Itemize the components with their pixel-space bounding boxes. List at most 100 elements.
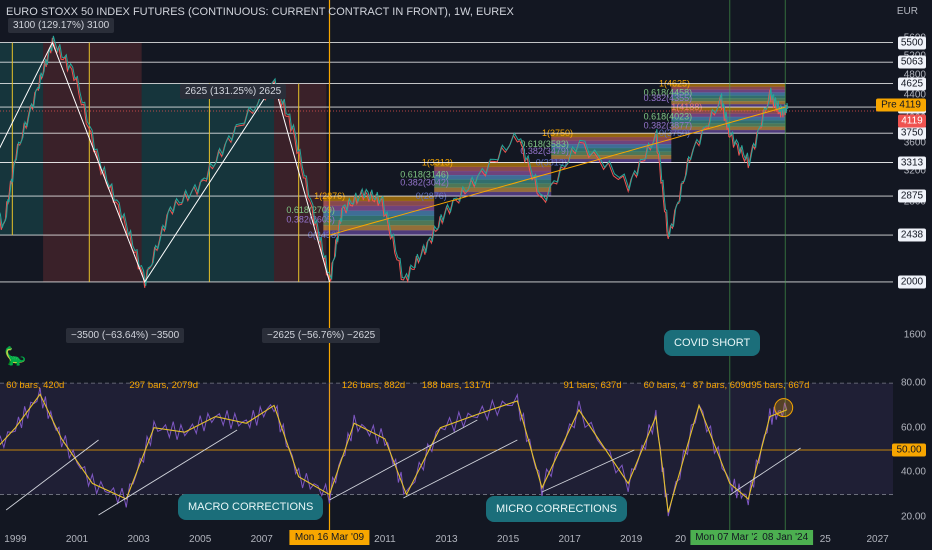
price-level-tag: 2875 [898,189,926,203]
trend-line [329,106,786,236]
time-axis-label: 25 [819,534,831,545]
price-axis-label: 4400 [903,89,926,101]
price-axis-label: 3200 [903,165,926,177]
fib-band-0-3 [323,210,435,216]
measure-label-2: 2625 (131.25%) 2625 [180,84,287,99]
price-level-tag: 5063 [898,55,926,69]
fib-label: 0.382(4355) [644,93,693,103]
osc-axis-label: 40.00 [900,466,926,478]
fib-label: 0.618(4458) [644,87,693,97]
osc-support-line-5 [729,447,801,496]
price-axis-label: 4800 [903,69,926,81]
fib-label: 0.382(3479) [520,146,569,156]
osc-support-line-2 [329,419,478,501]
fib-label: 0.618(4023) [644,112,693,122]
time-axis-label: 2005 [189,534,212,545]
fib-band-0-4 [323,215,435,221]
fib-band-4-5 [671,98,786,102]
fib-label: 0.618(3583) [520,139,569,149]
price-level-tag: 2438 [898,228,926,242]
time-axis-label: 2019 [620,534,643,545]
chart-title: EURO STOXX 50 INDEX FUTURES (CONTINUOUS:… [6,6,514,18]
time-axis-label: 2007 [250,534,273,545]
price-level-tag: 2000 [898,275,926,289]
fib-band-2-0 [551,133,672,138]
fib-band-4-3 [671,92,786,96]
fib-band-1-3 [434,175,552,180]
fib-band-1-6 [434,187,552,193]
fib-band-2-5 [551,151,672,156]
fib-band-3-3 [671,116,786,121]
time-axis-label: 2027 [866,534,889,545]
measure-label-3: −3500 (−63.64%) −3500 [66,328,185,343]
price-series-green [0,35,789,286]
osc-axis-label: 20.00 [900,511,926,523]
bar-count-label: 126 bars, 882d [342,380,405,391]
fib-band-4-4 [671,95,786,99]
last-price-tag: 4119 [898,114,926,128]
fib-band-1-2 [434,170,552,176]
oscillator-line [0,387,788,517]
fib-band-0-6 [323,225,435,231]
bar-count-label: 87 bars, 609d [693,380,751,391]
fib-band-2-3 [551,144,672,149]
fib-band-0-7 [323,230,435,236]
osc-highlight-circle [774,398,794,418]
micro-corrections-callout: MICRO CORRECTIONS [486,496,627,522]
fib-band-1-7 [434,191,552,197]
fib-band-1-5 [434,183,552,188]
covid-short-callout: COVID SHORT [664,330,761,356]
time-marker-tag: Mon 07 Mar '22 [690,530,770,545]
fib-band-3-2 [671,113,786,118]
fib-band-4-7 [671,104,786,108]
bar-count-label: 297 bars, 2079d [129,380,198,391]
osc-axis-label: 60.00 [900,422,926,434]
fib-band-4-1 [671,86,786,90]
fib-band-1-1 [434,166,552,172]
tradingview-logo-icon: 🦕 [4,346,27,366]
oscillator-signal-line [0,393,787,513]
osc-midline-tag: 50.00 [892,443,926,457]
fib-band-0-2 [323,205,435,211]
fib-label: 0.382(3877) [644,120,693,130]
osc-support-line-0 [5,439,99,511]
fib-label: 0.382(2605) [286,214,335,224]
macro-corrections-callout: MACRO CORRECTIONS [178,494,324,520]
osc-axis-label: 80.00 [900,377,926,389]
bar-count-label: 60 bars, 4 [644,380,686,391]
time-axis-label: 20 [674,534,687,545]
bar-count-label: 188 bars, 1317d [422,380,491,391]
fib-band-4-6 [671,101,786,105]
fib-label: 0.382(3042) [400,178,449,188]
price-level-tag: 4625 [898,77,926,91]
measure-label-1: 3100 (129.17%) 3100 [8,18,115,33]
fib-band-1-0 [434,162,552,167]
osc-support-line-1 [98,429,238,516]
price-level-tag: 5500 [898,36,926,50]
fib-label: 0.618(2709) [286,205,335,215]
time-axis-label: 1999 [4,534,27,545]
price-axis-label: 1600 [903,329,926,341]
fib-band-4-0 [671,83,786,87]
bar-count-label: 91 bars, 637d [564,380,622,391]
price-level-tag: 3750 [898,126,926,140]
measure-label-4: −2625 (−56.76%) −2625 [262,328,381,343]
fib-band-2-4 [551,147,672,152]
time-marker-tag: 08 Jan '24 [757,530,814,545]
fib-band-0-5 [323,220,435,226]
bar-count-label: 60 bars, 420d [6,380,64,391]
time-marker-tag: Mon 16 Mar '09 [289,530,370,545]
fib-band-2-6 [551,155,672,160]
fib-band-2-2 [551,140,672,145]
fib-band-1-4 [434,179,552,184]
time-axis-label: 2015 [496,534,520,545]
time-axis-label: 2001 [65,534,89,545]
fib-band-3-4 [671,120,786,124]
time-axis-label: 2011 [374,534,396,545]
bar-count-label: 95 bars, 667d [751,380,809,391]
price-axis-label: 3600 [903,137,926,149]
price-level-tag: 3313 [898,156,926,169]
time-axis-label: 2017 [558,534,581,545]
premarket-tag: Pre 4119 [876,98,926,112]
